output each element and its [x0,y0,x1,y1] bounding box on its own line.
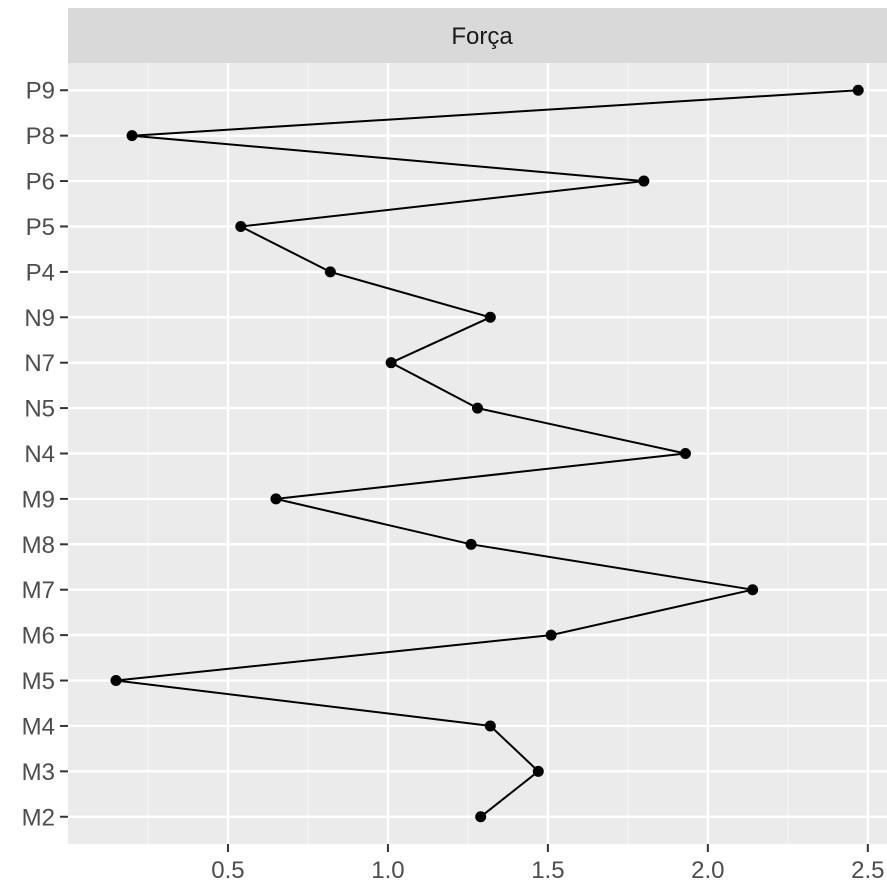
y-tick-label-M3: M3 [22,759,55,786]
x-tick-label: 2.0 [691,857,724,884]
data-point-M4 [485,720,496,731]
x-axis: 0.5 1.0 1.5 2.0 2.5 [211,844,884,884]
x-tick-label: 1.5 [531,857,564,884]
data-point-P4 [325,266,336,277]
data-point-M2 [475,811,486,822]
y-tick-label-M4: M4 [22,713,55,740]
y-tick-label-P4: P4 [26,259,55,286]
data-point-M3 [533,766,544,777]
facet-strip-label: Força [451,23,513,50]
data-point-M5 [110,675,121,686]
data-point-P6 [638,176,649,187]
data-point-M6 [546,630,557,641]
data-point-N9 [485,312,496,323]
y-tick-label-M9: M9 [22,486,55,513]
data-point-P9 [853,85,864,96]
data-point-N4 [680,448,691,459]
x-tick-label: 0.5 [211,857,244,884]
y-tick-label-N7: N7 [24,350,55,377]
y-tick-label-P9: P9 [26,78,55,105]
y-axis: M2 M3 M4 M5 M6 M7 M8 M9 N4 N5 N7 N9 P4 P5 P6 P8 P9 [22,78,68,832]
y-tick-label-P5: P5 [26,214,55,241]
grid-lines [68,63,887,844]
y-tick-label-M5: M5 [22,668,55,695]
data-point-M8 [466,539,477,550]
data-point-M7 [747,584,758,595]
data-point-N5 [472,403,483,414]
y-tick-label-N4: N4 [24,441,55,468]
data-point-P5 [235,221,246,232]
y-tick-label-M2: M2 [22,804,55,831]
data-point-M9 [270,493,281,504]
data-point-P8 [126,130,137,141]
x-tick-label: 2.5 [851,857,884,884]
x-tick-label: 1.0 [371,857,404,884]
y-tick-label-N5: N5 [24,396,55,423]
y-tick-label-M6: M6 [22,623,55,650]
data-point-N7 [386,357,397,368]
y-tick-label-P8: P8 [26,123,55,150]
y-tick-label-M7: M7 [22,577,55,604]
y-tick-label-M8: M8 [22,532,55,559]
y-tick-label-P6: P6 [26,169,55,196]
y-tick-label-N9: N9 [24,305,55,332]
